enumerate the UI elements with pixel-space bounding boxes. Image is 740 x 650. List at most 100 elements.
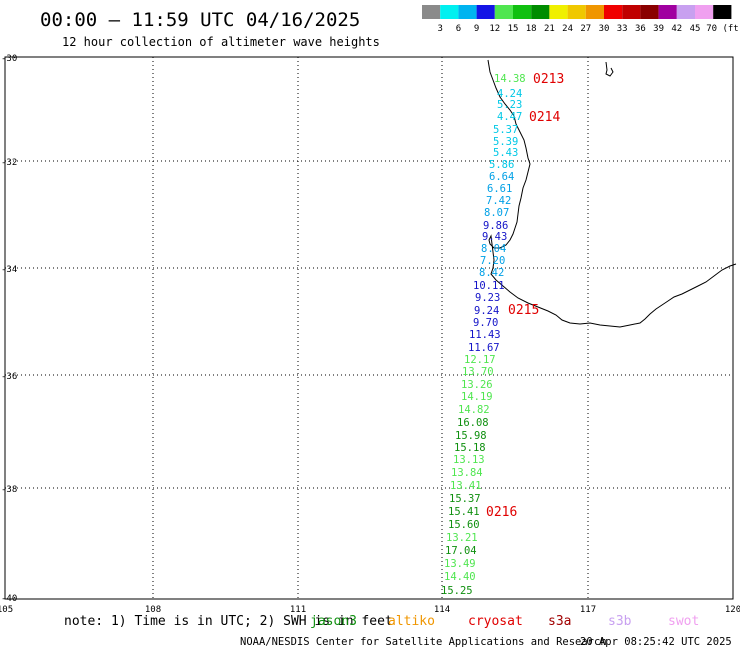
footer-note: note: 1) Time is in UTC; 2) SWH is in fe… <box>64 614 393 629</box>
pass-label: 0215 <box>508 303 539 318</box>
pass-label: 0216 <box>486 505 517 520</box>
lon-tick-label: 105 <box>0 605 13 615</box>
colorbar-swatch <box>422 5 441 19</box>
swh-reading: 11.67 <box>468 342 500 354</box>
colorbar-label: 12 <box>489 24 500 34</box>
swh-reading: 12.17 <box>464 354 496 366</box>
colorbar-label: 6 <box>456 24 461 34</box>
footer-timestamp: 20 Apr 08:25:42 UTC 2025 <box>580 636 732 648</box>
lon-tick-label: 108 <box>145 605 161 615</box>
lon-tick-label: 117 <box>580 605 596 615</box>
coastline-west <box>487 59 737 328</box>
satellite-legend: jason3 altiko cryosat s3a s3b swot <box>310 614 699 629</box>
swh-reading: 13.21 <box>446 532 478 544</box>
colorbar-label: 33 <box>617 24 628 34</box>
swh-reading: 8.04 <box>481 243 506 255</box>
swh-reading: 9.70 <box>473 317 498 329</box>
colorbar-label: 70 (ft) <box>706 24 740 34</box>
swh-reading: 13.70 <box>462 366 494 378</box>
swh-reading: 8.07 <box>484 207 509 219</box>
colorbar-swatch <box>622 5 641 19</box>
lat-tick-label: -30 <box>1 54 17 64</box>
swh-reading: 15.25 <box>441 585 473 597</box>
colorbar-label: 9 <box>474 24 479 34</box>
swh-reading: 5.39 <box>493 136 518 148</box>
swh-reading: 13.26 <box>461 379 493 391</box>
swh-reading: 15.18 <box>454 442 486 454</box>
colorbar-swatch <box>513 5 532 19</box>
swh-reading: 9.43 <box>482 231 507 243</box>
swh-reading: 15.60 <box>448 519 480 531</box>
lat-tick-label: -32 <box>1 158 17 168</box>
graticule <box>5 57 733 599</box>
rottnest-island <box>605 61 614 77</box>
map-frame <box>4 56 734 600</box>
page-subtitle: 12 hour collection of altimeter wave hei… <box>62 35 380 49</box>
swh-reading: 13.49 <box>444 558 476 570</box>
colorbar-label: 3 <box>437 24 442 34</box>
colorbar-swatch <box>567 5 586 19</box>
lat-tick-label: -40 <box>1 594 17 604</box>
swh-reading: 5.23 <box>497 99 522 111</box>
satellite-name: s3b <box>608 614 632 629</box>
longitude-labels: 105 108 111 114 117 120 <box>0 605 740 615</box>
swh-reading: 14.82 <box>458 404 490 416</box>
colorbar-label: 36 <box>635 24 646 34</box>
swh-reading: 11.43 <box>469 329 501 341</box>
swh-reading: 17.04 <box>445 545 477 557</box>
swh-reading: 7.42 <box>486 195 511 207</box>
swh-reading: 13.41 <box>450 480 482 492</box>
colorbar-swatch <box>440 5 459 19</box>
satellite-name: altiko <box>388 614 435 629</box>
colorbar-swatch <box>531 5 550 19</box>
swh-reading: 8.42 <box>479 267 504 279</box>
footer-credit: NOAA/NESDIS Center for Satellite Applica… <box>240 636 607 648</box>
satellite-name: cryosat <box>468 614 523 629</box>
colorbar-label: 15 <box>508 24 519 34</box>
swh-reading: 16.08 <box>457 417 489 429</box>
swh-reading: 14.19 <box>461 391 493 403</box>
swh-reading: 6.61 <box>487 183 512 195</box>
colorbar-swatch <box>640 5 659 19</box>
swh-reading: 5.43 <box>493 147 518 159</box>
swh-readings: 14.38 4.245.234.475.375.395.435.866.646.6… <box>441 73 526 597</box>
lon-tick-label: 120 <box>725 605 740 615</box>
colorbar-label: 30 <box>599 24 610 34</box>
lat-tick-label: -36 <box>1 372 17 382</box>
lat-tick-label: -34 <box>1 265 17 275</box>
lon-tick-label: 111 <box>290 605 306 615</box>
lat-tick-label: -38 <box>1 485 17 495</box>
colorbar-label: 18 <box>526 24 537 34</box>
swh-reading: 6.64 <box>489 171 514 183</box>
colorbar-swatch <box>713 5 732 19</box>
colorbar-swatch <box>476 5 495 19</box>
swh-reading: 9.86 <box>483 220 508 232</box>
lon-tick-label: 114 <box>434 605 450 615</box>
satellite-name: swot <box>668 614 699 629</box>
swh-reading: 4.47 <box>497 111 522 123</box>
swh-reading: 13.84 <box>451 467 483 479</box>
swh-reading: 10.11 <box>473 280 505 292</box>
swh-reading: 5.86 <box>489 159 514 171</box>
pass-labels: 0213 0214 0215 0216 <box>486 72 564 520</box>
swh-reading: 14.40 <box>444 571 476 583</box>
colorbar-label: 45 <box>690 24 701 34</box>
colorbar-label: 27 <box>580 24 591 34</box>
satellite-name: s3a <box>548 614 571 629</box>
colorbar-label: 42 <box>671 24 682 34</box>
colorbar-swatch <box>604 5 623 19</box>
satellite-name: jason3 <box>310 614 357 629</box>
swh-reading: 4.24 <box>497 88 522 100</box>
colorbar-swatch <box>494 5 513 19</box>
pass-label: 0213 <box>533 72 564 87</box>
swh-reading: 5.37 <box>493 124 518 136</box>
colorbar-label: 24 <box>562 24 573 34</box>
swh-reading: 13.13 <box>453 454 485 466</box>
colorbar-label: 21 <box>544 24 555 34</box>
colorbar-swatch <box>676 5 695 19</box>
swh-reading: 9.24 <box>474 305 499 317</box>
coastline <box>487 59 737 328</box>
colorbar-swatch <box>458 5 477 19</box>
